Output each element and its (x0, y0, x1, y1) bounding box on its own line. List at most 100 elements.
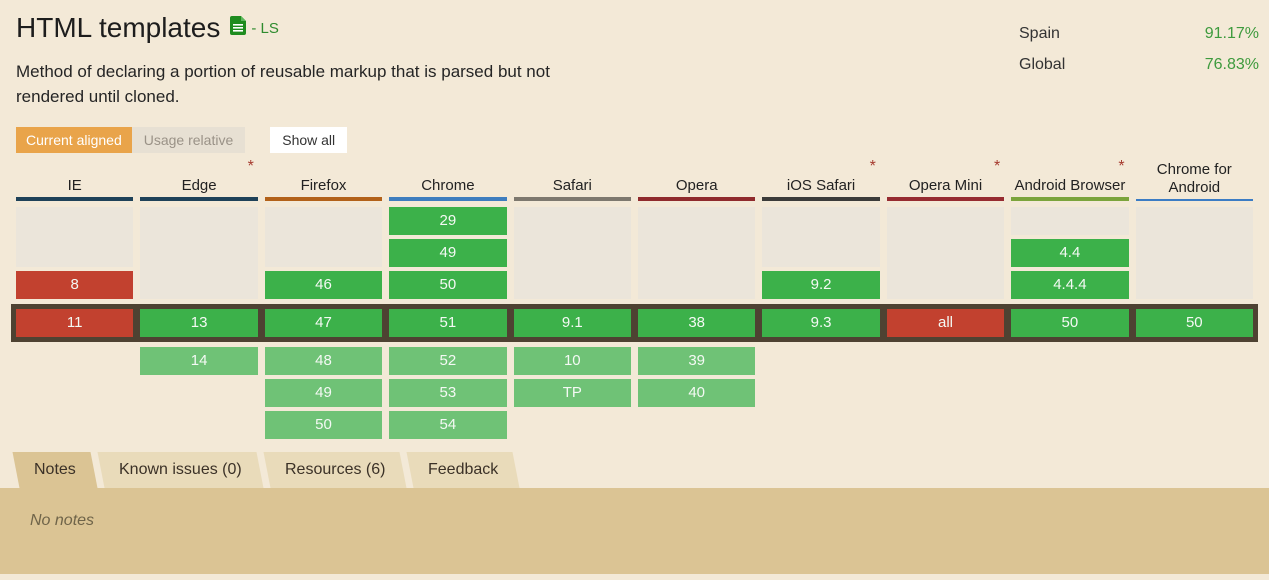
future-version-cell: 40 (638, 379, 756, 407)
browser-name: Chrome (421, 177, 475, 194)
current-version-cell: 11 (16, 309, 134, 337)
browser-color-bar (638, 197, 756, 201)
stat-value: 91.17% (1204, 25, 1259, 42)
browser-color-bar (16, 197, 134, 201)
browser-name: iOS Safari (786, 177, 856, 194)
future-version-cell: 49 (264, 379, 383, 407)
future-version-cell: 50 (264, 411, 383, 439)
browser-name: Safari (552, 177, 592, 194)
future-version-cell: 52 (389, 347, 507, 375)
browser-header-opera-mini: Opera Mini * (886, 158, 1005, 201)
current-version-cell: 9.3 (762, 309, 880, 337)
document-icon (230, 16, 247, 40)
browser-color-bar (513, 197, 631, 201)
spec-status-label: - LS (251, 19, 279, 37)
no-data-cell (886, 207, 1005, 299)
show-all-button[interactable]: Show all (270, 127, 348, 153)
browser-color-bar (886, 197, 1005, 201)
browser-header-ios-safari: iOS Safari * (762, 158, 880, 201)
notes-empty-text: No notes (30, 512, 95, 529)
browser-header-chrome-for-android: Chrome for Android (1135, 161, 1253, 201)
browser-header-android-browser: Android Browser * (1011, 158, 1129, 201)
future-version-cell: 54 (389, 411, 507, 439)
current-version-cell: 38 (638, 309, 756, 337)
future-version-cell: 10 (513, 347, 631, 375)
browser-name: Opera Mini (908, 177, 983, 194)
current-version-cell: 47 (264, 309, 383, 337)
future-version-cell: 48 (264, 347, 383, 375)
browser-color-bar (140, 197, 258, 201)
current-version-row: 11 13 47 51 9.1 38 9.3 all 50 50 (16, 309, 1253, 337)
stat-row-spain: Spain 91.17% (1019, 18, 1259, 49)
browser-header-edge: Edge * (140, 158, 258, 201)
browser-header-ie: IE (16, 161, 134, 201)
browser-header-safari: Safari (513, 161, 631, 201)
title-row: HTML templates - LS (16, 12, 1253, 44)
version-cell: 50 (389, 271, 507, 299)
note-asterisk-icon: * (993, 158, 1001, 175)
feature-description: Method of declaring a portion of reusabl… (16, 62, 550, 106)
tab-resources[interactable]: Resources (6) (263, 452, 407, 488)
stat-label: Spain (1019, 25, 1060, 42)
browser-name: Chrome for Android (1156, 161, 1232, 196)
browser-name: Android Browser (1014, 177, 1126, 194)
current-version-cell: 9.1 (513, 309, 631, 337)
tab-notes[interactable]: Notes (12, 452, 98, 488)
browser-name: Firefox (300, 177, 347, 194)
tab-bar: Notes Known issues (0) Resources (6) Fee… (0, 452, 1269, 488)
no-data-cell (513, 207, 631, 299)
current-version-cell: 51 (389, 309, 507, 337)
feature-page: HTML templates - LS Spain 91.17% Global … (16, 12, 1259, 439)
browser-color-bar (1011, 197, 1129, 201)
current-version-cell: 13 (140, 309, 258, 337)
future-versions-grid: 14 48 49 50 52 53 54 10 TP 39 40 (16, 347, 1253, 439)
browser-name: Opera (675, 177, 718, 194)
tab-feedback[interactable]: Feedback (406, 452, 520, 488)
browser-color-bar (762, 197, 880, 201)
future-version-cell: TP (513, 379, 631, 407)
browser-header-row: IE Edge * Firefox Chrome Safari Opera iOS Safar… (16, 158, 1253, 201)
version-cell: 4.4 (1011, 239, 1129, 267)
support-table: IE Edge * Firefox Chrome Safari Opera iOS Safar… (16, 158, 1253, 439)
note-asterisk-icon: * (247, 158, 254, 175)
current-aligned-button[interactable]: Current aligned (16, 127, 132, 153)
version-cell: 49 (389, 239, 507, 267)
note-asterisk-icon: * (1118, 158, 1125, 175)
browser-header-chrome: Chrome (389, 161, 507, 201)
future-version-cell: 39 (638, 347, 756, 375)
browser-color-bar (389, 197, 507, 201)
usage-relative-button[interactable]: Usage relative (131, 127, 246, 153)
no-data-cell (1135, 207, 1253, 299)
past-versions-grid: 8 46 29 49 50 9.2 4.4 4.4.4 (16, 207, 1253, 299)
notes-panel: No notes (0, 488, 1269, 574)
no-data-cell (140, 207, 258, 299)
future-version-cell: 53 (389, 379, 507, 407)
browser-color-bar (1135, 199, 1253, 201)
version-cell: 9.2 (762, 271, 880, 299)
no-data-cell (638, 207, 756, 299)
stat-value: 76.83% (1204, 56, 1259, 73)
version-cell: 8 (16, 271, 134, 299)
no-data-cell (762, 207, 880, 267)
version-cell: 29 (389, 207, 507, 235)
spec-badge[interactable]: - LS (230, 16, 279, 40)
tab-known-issues[interactable]: Known issues (0) (97, 452, 264, 488)
version-cell: 4.4.4 (1011, 271, 1129, 299)
browser-header-firefox: Firefox (264, 161, 383, 201)
stat-row-global: Global 76.83% (1019, 49, 1259, 80)
current-version-cell: 50 (1011, 309, 1129, 337)
toolbar: Current aligned Usage relative Show all (16, 127, 1253, 153)
no-data-cell (264, 207, 383, 267)
browser-name: IE (67, 177, 82, 194)
no-data-cell (1011, 207, 1129, 235)
usage-stats: Spain 91.17% Global 76.83% (1019, 18, 1259, 80)
version-cell: 46 (264, 271, 383, 299)
browser-header-opera: Opera (638, 161, 756, 201)
browser-color-bar (264, 197, 383, 201)
page-title: HTML templates (16, 12, 221, 43)
current-version-cell: all (886, 309, 1005, 337)
stat-label: Global (1019, 56, 1066, 73)
browser-name: Edge (181, 177, 217, 194)
future-version-cell: 14 (140, 347, 258, 375)
note-asterisk-icon: * (869, 158, 876, 175)
